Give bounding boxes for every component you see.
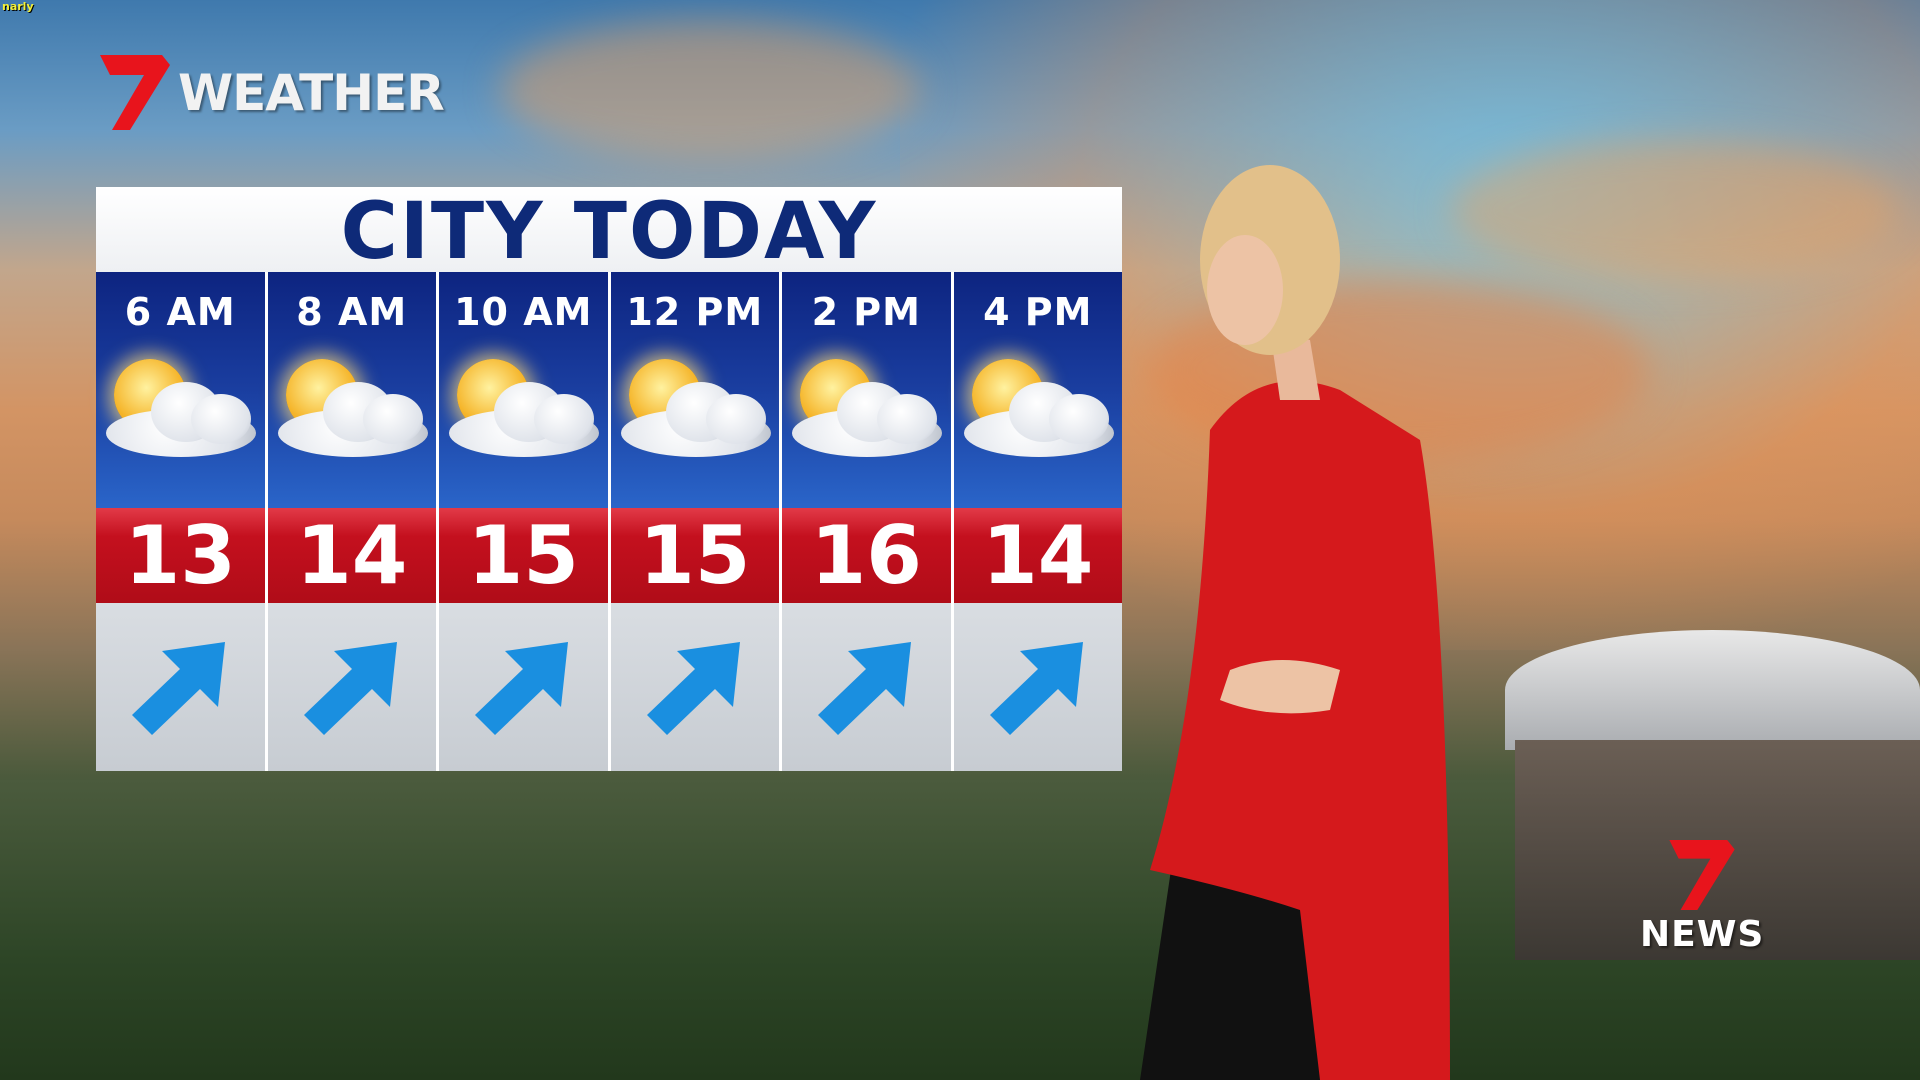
north-east-arrow-icon bbox=[818, 642, 912, 735]
presenter bbox=[1140, 165, 1450, 1080]
seven-logo-icon bbox=[100, 55, 170, 130]
wind-direction bbox=[439, 603, 608, 771]
forecast-column: 4 PM 14 bbox=[953, 272, 1123, 771]
forecast-column: 6 AM 13 bbox=[96, 272, 265, 771]
sun-behind-cloud-icon bbox=[611, 334, 780, 484]
forecast-temp: 14 bbox=[953, 508, 1122, 603]
sun-behind-cloud-icon bbox=[954, 334, 1123, 484]
seven-news-logo: NEWS bbox=[1640, 840, 1764, 955]
forecast-temp: 16 bbox=[782, 508, 951, 603]
forecast-columns: 6 AM 13 8 AM 14 10 AM bbox=[96, 272, 1122, 771]
sun-behind-cloud-icon bbox=[439, 334, 608, 484]
north-east-arrow-icon bbox=[303, 642, 397, 735]
forecast-temp: 13 bbox=[96, 508, 265, 603]
forecast-temp: 15 bbox=[610, 508, 779, 603]
wind-direction bbox=[96, 603, 265, 771]
forecast-top: 4 PM bbox=[953, 272, 1123, 508]
wind-direction bbox=[782, 603, 951, 771]
forecast-top: 10 AM bbox=[439, 272, 608, 508]
forecast-time: 10 AM bbox=[454, 290, 593, 334]
sun-behind-cloud-icon bbox=[782, 334, 951, 484]
wind-direction bbox=[953, 603, 1122, 771]
forecast-time: 6 AM bbox=[124, 290, 236, 334]
weather-logo-text: WEATHER bbox=[178, 63, 445, 122]
forecast-time: 8 AM bbox=[296, 290, 408, 334]
north-east-arrow-icon bbox=[475, 642, 569, 735]
forecast-time: 2 PM bbox=[811, 290, 921, 334]
north-east-arrow-icon bbox=[646, 642, 740, 735]
forecast-time: 4 PM bbox=[983, 290, 1093, 334]
news-logo-text: NEWS bbox=[1640, 914, 1765, 955]
seven-weather-logo: WEATHER bbox=[100, 55, 445, 130]
cloud-bg bbox=[1450, 140, 1900, 280]
wind-direction bbox=[610, 603, 779, 771]
forecast-panel: CITY TODAY 6 AM 13 8 AM 14 10 AM bbox=[96, 187, 1122, 771]
north-east-arrow-icon bbox=[989, 642, 1083, 735]
overlay-tag: narly bbox=[2, 0, 34, 13]
forecast-top: 6 AM bbox=[96, 272, 265, 508]
forecast-top: 12 PM bbox=[610, 272, 780, 508]
seven-logo-icon bbox=[1669, 840, 1735, 910]
forecast-column: 2 PM 16 bbox=[782, 272, 951, 771]
cloud-bg bbox=[500, 20, 920, 160]
forecast-temp: 15 bbox=[439, 508, 608, 603]
north-east-arrow-icon bbox=[132, 642, 226, 735]
wind-direction bbox=[267, 603, 436, 771]
forecast-column: 12 PM 15 bbox=[610, 272, 780, 771]
forecast-time: 12 PM bbox=[626, 290, 764, 334]
sun-behind-cloud-icon bbox=[268, 334, 437, 484]
forecast-column: 10 AM 15 bbox=[439, 272, 608, 771]
panel-title: CITY TODAY bbox=[96, 187, 1122, 277]
forecast-temp: 14 bbox=[267, 508, 436, 603]
forecast-top: 8 AM bbox=[267, 272, 437, 508]
stadium-roof bbox=[1505, 630, 1920, 750]
forecast-top: 2 PM bbox=[782, 272, 951, 508]
sun-behind-cloud-icon bbox=[96, 334, 265, 484]
forecast-column: 8 AM 14 bbox=[267, 272, 437, 771]
